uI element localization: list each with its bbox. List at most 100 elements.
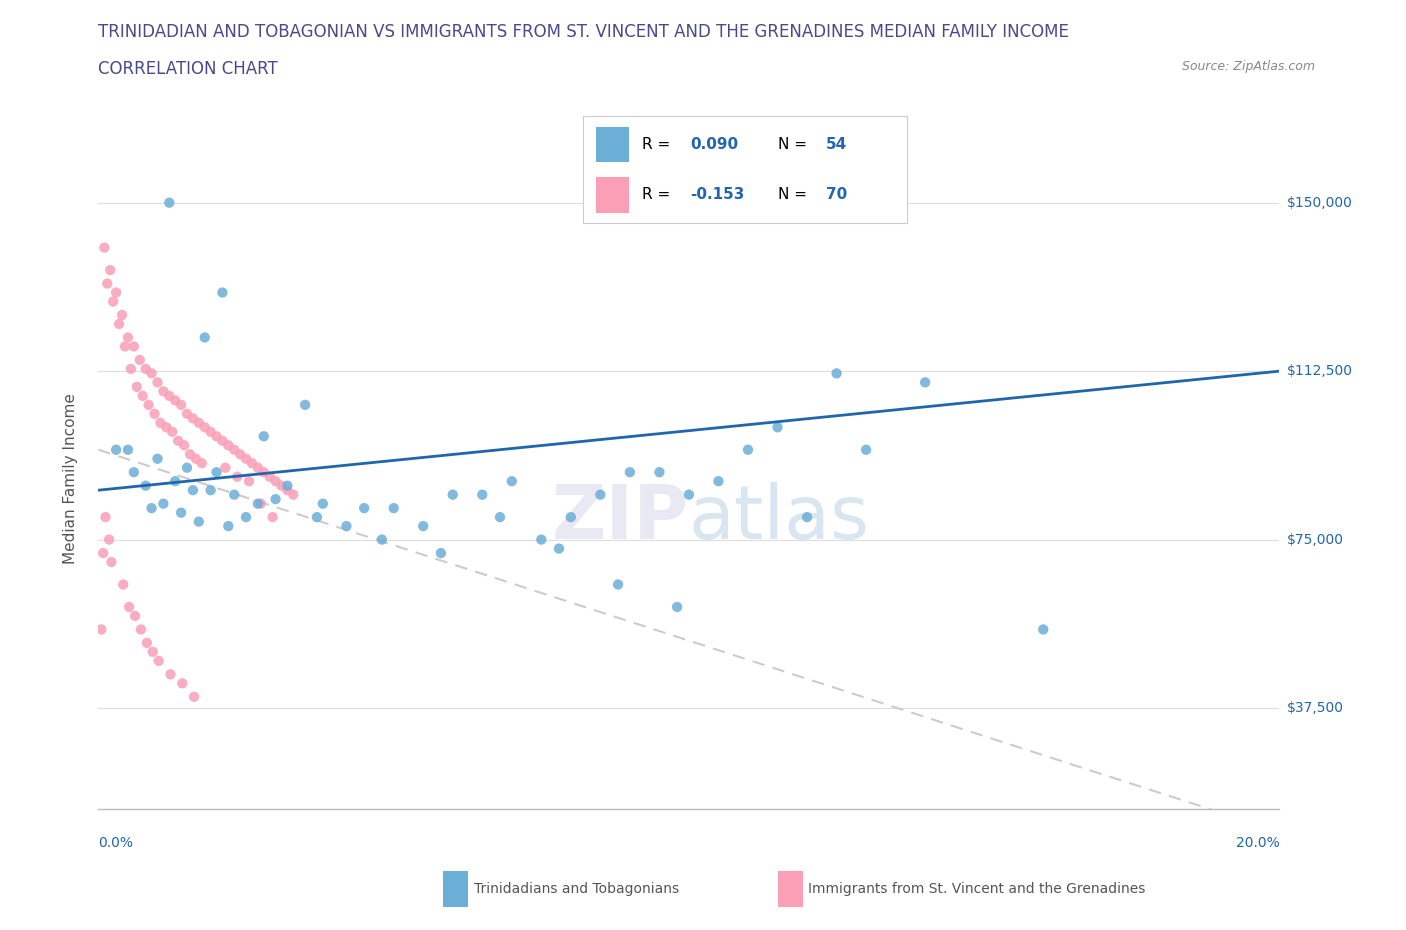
Text: 54: 54: [827, 137, 848, 153]
Point: [96, 276, 118, 291]
Point: [141, 500, 163, 515]
Point: [155, 419, 177, 434]
Point: [159, 667, 181, 682]
Point: [181, 411, 204, 426]
Text: Trinidadians and Tobagonians: Trinidadians and Tobagonians: [474, 882, 679, 897]
Point: [259, 470, 281, 485]
Point: [173, 438, 195, 453]
Point: [157, 195, 180, 210]
Point: [1032, 622, 1054, 637]
Point: [235, 510, 257, 525]
Point: [98, 262, 121, 277]
Text: -0.153: -0.153: [690, 187, 745, 203]
Point: [264, 473, 287, 488]
Point: [229, 446, 252, 461]
Point: [132, 389, 155, 404]
Point: [548, 541, 571, 556]
Point: [100, 554, 122, 569]
Point: [187, 416, 209, 431]
Point: [250, 497, 273, 512]
Point: [253, 429, 276, 444]
Point: [226, 470, 249, 485]
Point: [162, 424, 183, 439]
Point: [276, 483, 298, 498]
Point: [194, 330, 217, 345]
Point: [294, 397, 316, 412]
Point: [120, 362, 142, 377]
Text: atlas: atlas: [689, 482, 870, 555]
Point: [238, 473, 260, 488]
Point: [382, 500, 405, 515]
Point: [94, 510, 117, 525]
Point: [678, 487, 700, 502]
Point: [335, 519, 357, 534]
Text: R =: R =: [641, 137, 675, 153]
Point: [264, 492, 287, 507]
Point: [179, 446, 201, 461]
Point: [135, 362, 157, 377]
Point: [129, 622, 152, 637]
Text: 70: 70: [827, 187, 848, 203]
Point: [205, 465, 228, 480]
Point: [128, 352, 150, 367]
Point: [246, 497, 269, 512]
Point: [707, 473, 730, 488]
Bar: [596, 127, 628, 162]
Bar: [443, 871, 468, 907]
Point: [737, 443, 759, 458]
Point: [149, 416, 172, 431]
Text: CORRELATION CHART: CORRELATION CHART: [98, 60, 278, 78]
Point: [648, 465, 671, 480]
Point: [143, 406, 166, 421]
Point: [666, 600, 689, 615]
Point: [152, 497, 174, 512]
Y-axis label: Median Family Income: Median Family Income: [63, 393, 77, 565]
Point: [589, 487, 612, 502]
Point: [214, 460, 236, 475]
Point: [141, 365, 163, 380]
Text: Immigrants from St. Vincent and the Grenadines: Immigrants from St. Vincent and the Gren…: [808, 882, 1146, 897]
Point: [187, 514, 209, 529]
Point: [270, 478, 292, 493]
Point: [184, 451, 207, 466]
Point: [183, 689, 205, 704]
Point: [471, 487, 494, 502]
Point: [176, 406, 198, 421]
Point: [170, 397, 193, 412]
Point: [211, 286, 233, 300]
Text: N =: N =: [778, 137, 811, 153]
Point: [103, 294, 125, 309]
Point: [224, 487, 246, 502]
Point: [114, 339, 136, 354]
Point: [353, 500, 375, 515]
Point: [191, 456, 214, 471]
Point: [619, 465, 641, 480]
Bar: [596, 178, 628, 213]
Point: [200, 483, 222, 498]
Point: [135, 478, 157, 493]
Point: [430, 546, 453, 561]
Point: [135, 635, 157, 650]
Text: N =: N =: [778, 187, 811, 203]
Point: [105, 443, 128, 458]
Point: [146, 375, 169, 390]
Text: Source: ZipAtlas.com: Source: ZipAtlas.com: [1181, 60, 1315, 73]
Point: [98, 532, 121, 547]
Point: [122, 465, 145, 480]
Point: [176, 460, 198, 475]
Point: [117, 330, 139, 345]
Point: [112, 578, 135, 592]
Point: [152, 384, 174, 399]
Point: [211, 433, 233, 448]
Point: [90, 622, 112, 637]
Point: [371, 532, 394, 547]
Point: [194, 419, 217, 434]
Point: [200, 424, 222, 439]
Point: [124, 608, 146, 623]
Point: [165, 473, 187, 488]
Point: [607, 578, 630, 592]
Point: [224, 443, 246, 458]
Point: [412, 519, 434, 534]
Text: $112,500: $112,500: [1286, 365, 1353, 379]
Point: [142, 644, 165, 659]
